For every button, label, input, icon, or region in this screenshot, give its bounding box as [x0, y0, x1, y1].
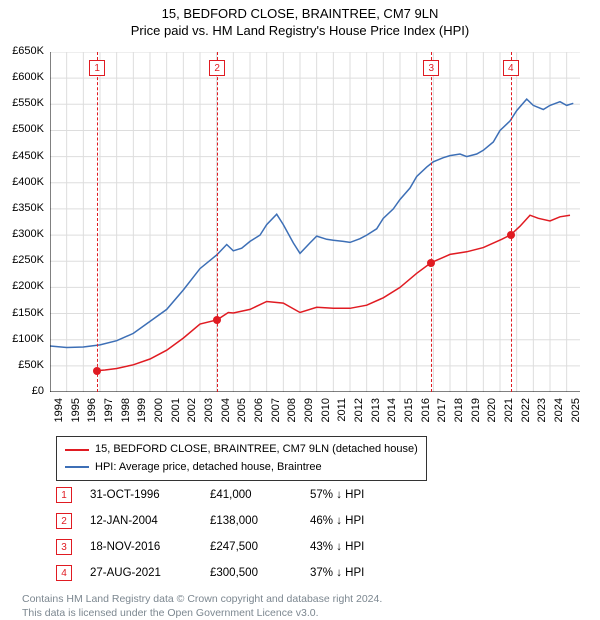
marker-box: 4: [503, 60, 519, 76]
marker-box: 1: [89, 60, 105, 76]
x-tick-label: 2022: [520, 398, 532, 428]
data-point: [507, 231, 515, 239]
y-tick-label: £300K: [0, 228, 44, 240]
series-hpi: [50, 99, 573, 347]
x-tick-label: 2021: [503, 398, 515, 428]
marker-line: [431, 52, 432, 392]
y-tick-label: £100K: [0, 333, 44, 345]
table-marker: 3: [56, 539, 72, 555]
x-tick-label: 2014: [386, 398, 398, 428]
table-price: £300,500: [210, 567, 310, 579]
y-tick-label: £250K: [0, 254, 44, 266]
y-tick-label: £550K: [0, 97, 44, 109]
x-tick-label: 1994: [53, 398, 65, 428]
marker-line: [511, 52, 512, 392]
legend-label: HPI: Average price, detached house, Brai…: [95, 459, 322, 477]
table-price: £138,000: [210, 515, 310, 527]
table-price: £41,000: [210, 489, 310, 501]
legend-row: 15, BEDFORD CLOSE, BRAINTREE, CM7 9LN (d…: [65, 441, 418, 459]
x-tick-label: 2025: [570, 398, 582, 428]
data-point: [213, 316, 221, 324]
table-date: 12-JAN-2004: [90, 515, 210, 527]
x-tick-label: 2012: [353, 398, 365, 428]
x-tick-label: 2003: [203, 398, 215, 428]
x-tick-label: 2024: [553, 398, 565, 428]
x-tick-label: 2011: [336, 398, 348, 428]
footer-line-2: This data is licensed under the Open Gov…: [22, 606, 382, 620]
table-row: 3 18-NOV-2016£247,50043% ↓ HPI: [56, 534, 430, 560]
x-tick-label: 2006: [253, 398, 265, 428]
footer-line-1: Contains HM Land Registry data © Crown c…: [22, 592, 382, 606]
y-tick-label: £350K: [0, 202, 44, 214]
x-tick-label: 2001: [170, 398, 182, 428]
table-pct: 46% ↓ HPI: [310, 515, 430, 527]
table-pct: 37% ↓ HPI: [310, 567, 430, 579]
table-price: £247,500: [210, 541, 310, 553]
table-date: 31-OCT-1996: [90, 489, 210, 501]
x-tick-label: 2002: [186, 398, 198, 428]
x-tick-label: 2017: [436, 398, 448, 428]
data-point: [427, 259, 435, 267]
y-tick-label: £400K: [0, 176, 44, 188]
y-tick-label: £50K: [0, 359, 44, 371]
table-date: 27-AUG-2021: [90, 567, 210, 579]
legend-swatch: [65, 449, 89, 451]
table-marker: 1: [56, 487, 72, 503]
x-tick-label: 2023: [536, 398, 548, 428]
y-tick-label: £650K: [0, 45, 44, 57]
sales-table: 1 31-OCT-1996£41,00057% ↓ HPI 2 12-JAN-2004…: [56, 482, 430, 586]
chart-plot-area: £0£50K£100K£150K£200K£250K£300K£350K£400…: [50, 52, 580, 392]
x-tick-label: 1996: [86, 398, 98, 428]
x-tick-label: 1998: [120, 398, 132, 428]
legend-swatch: [65, 466, 89, 468]
x-tick-label: 2010: [320, 398, 332, 428]
x-tick-label: 2016: [420, 398, 432, 428]
x-tick-label: 2008: [286, 398, 298, 428]
titles: 15, BEDFORD CLOSE, BRAINTREE, CM7 9LN Pr…: [0, 0, 600, 38]
footer: Contains HM Land Registry data © Crown c…: [22, 592, 382, 620]
y-tick-label: £450K: [0, 150, 44, 162]
table-marker: 4: [56, 565, 72, 581]
marker-line: [97, 52, 98, 392]
x-tick-label: 2019: [470, 398, 482, 428]
marker-line: [217, 52, 218, 392]
x-tick-label: 2013: [370, 398, 382, 428]
table-marker: 2: [56, 513, 72, 529]
table-pct: 57% ↓ HPI: [310, 489, 430, 501]
y-tick-label: £200K: [0, 280, 44, 292]
legend-label: 15, BEDFORD CLOSE, BRAINTREE, CM7 9LN (d…: [95, 441, 418, 459]
x-tick-label: 2000: [153, 398, 165, 428]
y-tick-label: £0: [0, 385, 44, 397]
y-tick-label: £150K: [0, 307, 44, 319]
x-tick-label: 2004: [220, 398, 232, 428]
x-tick-label: 2018: [453, 398, 465, 428]
x-tick-label: 2009: [303, 398, 315, 428]
x-tick-label: 2015: [403, 398, 415, 428]
table-row: 2 12-JAN-2004£138,00046% ↓ HPI: [56, 508, 430, 534]
legend-row: HPI: Average price, detached house, Brai…: [65, 459, 418, 477]
x-tick-label: 1997: [103, 398, 115, 428]
table-pct: 43% ↓ HPI: [310, 541, 430, 553]
table-row: 4 27-AUG-2021£300,50037% ↓ HPI: [56, 560, 430, 586]
legend: 15, BEDFORD CLOSE, BRAINTREE, CM7 9LN (d…: [56, 436, 427, 481]
y-tick-label: £600K: [0, 71, 44, 83]
x-tick-label: 2007: [270, 398, 282, 428]
page-subtitle: Price paid vs. HM Land Registry's House …: [0, 23, 600, 38]
page-title: 15, BEDFORD CLOSE, BRAINTREE, CM7 9LN: [0, 6, 600, 21]
page: 15, BEDFORD CLOSE, BRAINTREE, CM7 9LN Pr…: [0, 0, 600, 620]
x-tick-label: 1999: [136, 398, 148, 428]
table-date: 18-NOV-2016: [90, 541, 210, 553]
marker-box: 2: [209, 60, 225, 76]
table-row: 1 31-OCT-1996£41,00057% ↓ HPI: [56, 482, 430, 508]
x-tick-label: 2020: [486, 398, 498, 428]
x-tick-label: 2005: [236, 398, 248, 428]
marker-box: 3: [423, 60, 439, 76]
data-point: [93, 367, 101, 375]
x-tick-label: 1995: [70, 398, 82, 428]
y-tick-label: £500K: [0, 123, 44, 135]
